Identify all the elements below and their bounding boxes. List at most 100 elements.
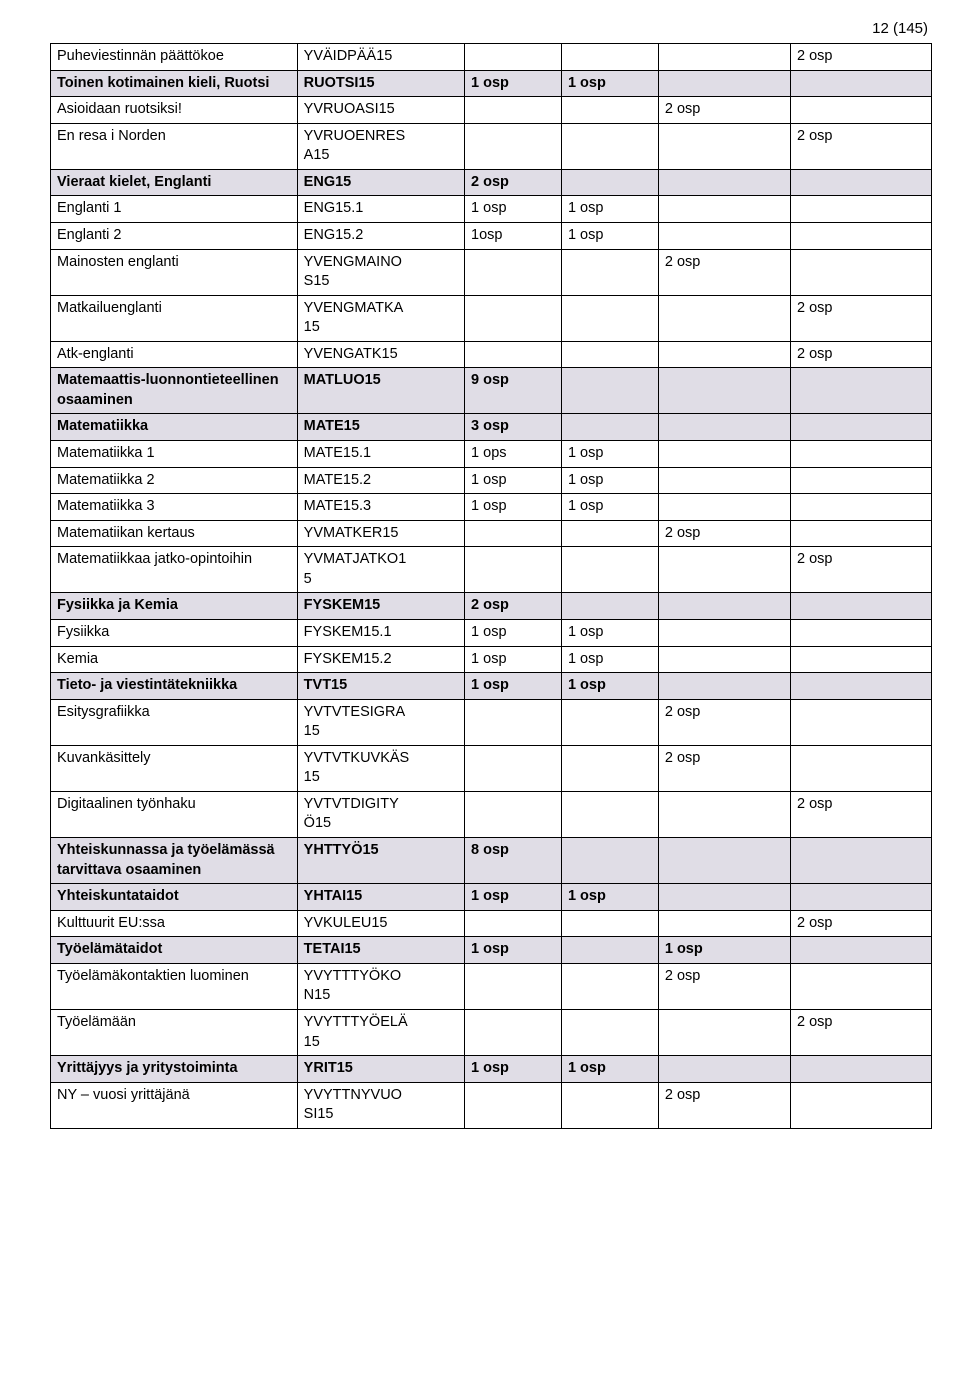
table-cell	[791, 97, 932, 124]
table-cell: Mainosten englanti	[51, 249, 298, 295]
table-cell: 1 osp	[465, 937, 562, 964]
table-cell: NY – vuosi yrittäjänä	[51, 1082, 298, 1128]
table-cell	[791, 1082, 932, 1128]
table-cell	[658, 910, 790, 937]
table-cell	[561, 1082, 658, 1128]
table-cell	[791, 520, 932, 547]
table-cell: YVRUOENRESA15	[297, 123, 464, 169]
table-row: Englanti 2ENG15.21osp1 osp	[51, 222, 932, 249]
table-cell: 2 osp	[465, 593, 562, 620]
table-cell: TETAI15	[297, 937, 464, 964]
table-cell: 2 osp	[791, 44, 932, 71]
table-cell: Yhteiskunnassa ja työelämässä tarvittava…	[51, 838, 298, 884]
table-cell: Digitaalinen työnhaku	[51, 791, 298, 837]
table-cell	[791, 70, 932, 97]
table-cell: YVTVTDIGITYÖ15	[297, 791, 464, 837]
table-cell	[465, 520, 562, 547]
table-cell	[561, 520, 658, 547]
table-cell: YRIT15	[297, 1056, 464, 1083]
table-cell: MATE15.2	[297, 467, 464, 494]
table-cell: Työelämään	[51, 1009, 298, 1055]
table-cell: 9 osp	[465, 368, 562, 414]
table-cell: Tieto- ja viestintätekniikka	[51, 673, 298, 700]
table-cell	[465, 123, 562, 169]
table-cell	[658, 169, 790, 196]
table-cell	[465, 295, 562, 341]
table-cell: 1 osp	[561, 619, 658, 646]
table-cell	[658, 884, 790, 911]
table-cell: 1 osp	[465, 494, 562, 521]
table-cell: Fysiikka	[51, 619, 298, 646]
table-row: En resa i NordenYVRUOENRESA152 osp	[51, 123, 932, 169]
table-cell: TVT15	[297, 673, 464, 700]
table-cell	[465, 341, 562, 368]
table-cell	[465, 249, 562, 295]
table-cell	[791, 222, 932, 249]
table-row: TyöelämätaidotTETAI151 osp1 osp	[51, 937, 932, 964]
table-cell: Matematiikka 1	[51, 441, 298, 468]
table-cell	[791, 838, 932, 884]
table-row: YhteiskuntataidotYHTAI151 osp1 osp	[51, 884, 932, 911]
table-row: Puheviestinnän päättökoeYVÄIDPÄÄ152 osp	[51, 44, 932, 71]
table-cell: 1 osp	[561, 494, 658, 521]
table-cell: 1 osp	[561, 196, 658, 223]
table-cell: MATE15.1	[297, 441, 464, 468]
table-cell: 1 osp	[561, 646, 658, 673]
table-cell: YVTVTKUVKÄS15	[297, 745, 464, 791]
table-cell	[561, 1009, 658, 1055]
table-cell: Esitysgrafiikka	[51, 699, 298, 745]
table-row: EsitysgrafiikkaYVTVTESIGRA152 osp	[51, 699, 932, 745]
table-cell	[658, 646, 790, 673]
table-cell	[791, 699, 932, 745]
table-cell: 2 osp	[791, 341, 932, 368]
table-cell	[658, 123, 790, 169]
table-cell	[658, 295, 790, 341]
table-cell	[561, 547, 658, 593]
table-cell	[658, 341, 790, 368]
table-cell: YVYTTTYÖELÄ15	[297, 1009, 464, 1055]
table-cell: 2 osp	[658, 699, 790, 745]
table-cell: 1 osp	[465, 619, 562, 646]
table-cell: 2 osp	[791, 910, 932, 937]
table-cell	[658, 441, 790, 468]
table-cell	[791, 1056, 932, 1083]
table-row: Tieto- ja viestintätekniikkaTVT151 osp1 …	[51, 673, 932, 700]
table-cell	[561, 838, 658, 884]
table-cell: MATE15	[297, 414, 464, 441]
table-cell: Puheviestinnän päättökoe	[51, 44, 298, 71]
table-cell: Englanti 2	[51, 222, 298, 249]
table-cell: 1 osp	[561, 467, 658, 494]
table-cell: YVENGMATKA15	[297, 295, 464, 341]
table-cell	[561, 368, 658, 414]
table-cell: FYSKEM15	[297, 593, 464, 620]
table-row: Matemaattis-luonnontieteellinen osaamine…	[51, 368, 932, 414]
table-cell	[561, 97, 658, 124]
table-cell	[658, 791, 790, 837]
table-cell	[465, 547, 562, 593]
table-cell	[791, 646, 932, 673]
table-cell: Matematiikan kertaus	[51, 520, 298, 547]
table-cell	[465, 699, 562, 745]
table-cell	[561, 123, 658, 169]
table-cell	[658, 547, 790, 593]
table-cell	[791, 963, 932, 1009]
table-cell	[465, 910, 562, 937]
table-row: TyöelämäänYVYTTTYÖELÄ152 osp	[51, 1009, 932, 1055]
table-cell: ENG15	[297, 169, 464, 196]
table-cell	[561, 937, 658, 964]
table-cell	[791, 884, 932, 911]
table-cell: YVYTTTYÖKON15	[297, 963, 464, 1009]
table-cell: 1 osp	[658, 937, 790, 964]
table-cell	[465, 97, 562, 124]
table-cell	[561, 414, 658, 441]
table-cell: YVYTTNYVUOSI15	[297, 1082, 464, 1128]
table-cell: ENG15.1	[297, 196, 464, 223]
table-cell	[465, 44, 562, 71]
table-cell	[791, 441, 932, 468]
table-cell: 1 osp	[561, 441, 658, 468]
table-cell	[658, 494, 790, 521]
table-cell	[561, 169, 658, 196]
table-cell: YVRUOASI15	[297, 97, 464, 124]
table-cell	[791, 673, 932, 700]
table-cell: Matematiikkaa jatko-opintoihin	[51, 547, 298, 593]
